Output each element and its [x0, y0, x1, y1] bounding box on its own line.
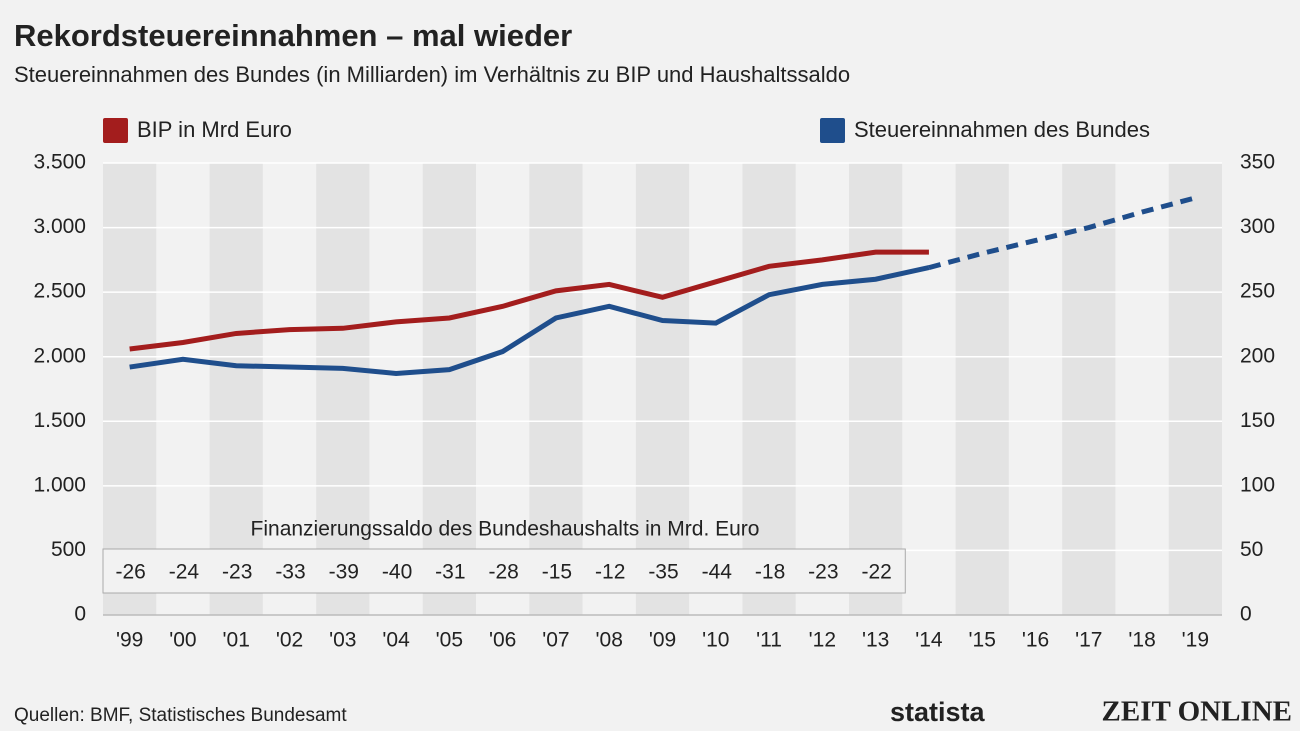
table-title: Finanzierungssaldo des Bundeshaushalts i…	[251, 518, 760, 541]
table-value: -33	[275, 561, 305, 584]
y2-tick-label: 50	[1240, 538, 1263, 561]
line	[928, 195, 1197, 271]
chart-subtitle: Steuereinnahmen des Bundes (in Milliarde…	[14, 62, 850, 87]
legend-label: BIP in Mrd Euro	[137, 117, 292, 142]
column-band	[1168, 163, 1222, 615]
table-value: -31	[435, 561, 465, 584]
column-band	[316, 163, 370, 615]
logo: ZEIT ONLINE	[1102, 696, 1292, 728]
legend-swatch	[103, 118, 128, 143]
table-value: -12	[595, 561, 625, 584]
table-value: -40	[382, 561, 412, 584]
table-value: -35	[648, 561, 678, 584]
x-tick-label: '00	[169, 629, 196, 652]
column-band	[635, 163, 690, 615]
y2-tick-label: 350	[1240, 151, 1275, 174]
x-tick-label: '12	[809, 629, 836, 652]
table-value: -23	[222, 561, 252, 584]
column-band	[103, 163, 157, 615]
column-band	[1062, 163, 1116, 615]
y-tick-label: 3.500	[33, 151, 86, 174]
x-tick-label: '17	[1075, 629, 1102, 652]
x-tick-label: '03	[329, 629, 356, 652]
y2-tick-label: 300	[1240, 215, 1275, 238]
table-value: -44	[702, 561, 733, 584]
table-value: -26	[115, 561, 145, 584]
column-band	[849, 163, 903, 615]
x-tick-label: '14	[915, 629, 943, 652]
y-tick-label: 2.500	[33, 280, 86, 303]
x-tick-label: '07	[542, 629, 569, 652]
x-tick-label: '01	[223, 629, 250, 652]
y2-tick-label: 250	[1240, 280, 1275, 303]
x-tick-label: '08	[596, 629, 623, 652]
column-band	[742, 163, 796, 615]
table-value: -39	[329, 561, 359, 584]
y-tick-label: 1.500	[33, 409, 86, 432]
legend-label: Steuereinnahmen des Bundes	[854, 117, 1150, 142]
y-tick-label: 2.000	[33, 344, 86, 367]
x-tick-label: '11	[756, 629, 782, 652]
column-band	[422, 163, 476, 615]
x-tick-label: '02	[276, 629, 303, 652]
x-tick-label: '99	[116, 629, 143, 652]
table-value: -22	[861, 561, 891, 584]
x-tick-label: '05	[436, 629, 463, 652]
x-tick-label: '15	[969, 629, 996, 652]
y-tick-label: 500	[51, 538, 86, 561]
table-box	[102, 548, 906, 594]
logo: statista	[890, 697, 986, 727]
table-value: -24	[169, 561, 200, 584]
line	[129, 249, 929, 352]
y-tick-label: 0	[74, 603, 86, 626]
x-tick-label: '04	[382, 629, 410, 652]
x-tick-label: '18	[1128, 629, 1155, 652]
table-value: -18	[755, 561, 785, 584]
x-tick-label: '19	[1182, 629, 1209, 652]
column-band	[529, 163, 583, 615]
chart-title: Rekordsteuereinnahmen – mal wieder	[14, 18, 572, 53]
column-band	[209, 163, 263, 615]
source: Quellen: BMF, Statistisches Bundesamt	[14, 705, 347, 726]
plot: 0 500 1.000 1.500 2.000 2.500 3.000 3.500 0 50 100…	[33, 117, 1275, 652]
column-band	[955, 163, 1009, 615]
x-tick-label: '06	[489, 629, 516, 652]
legend-swatch	[820, 118, 845, 143]
y-tick-label: 3.000	[33, 215, 86, 238]
y2-tick-label: 0	[1240, 603, 1252, 626]
y-tick-label: 1.000	[33, 473, 86, 496]
y2-tick-label: 150	[1240, 409, 1275, 432]
x-tick-label: '09	[649, 629, 676, 652]
x-tick-label: '16	[1022, 629, 1049, 652]
y2-tick-label: 200	[1240, 344, 1275, 367]
line	[129, 265, 930, 377]
x-tick-label: '13	[862, 629, 889, 652]
x-tick-label: '10	[702, 629, 729, 652]
y2-tick-label: 100	[1240, 473, 1275, 496]
table-value: -15	[542, 561, 572, 584]
table-value: -23	[808, 561, 838, 584]
table-value: -28	[488, 561, 518, 584]
